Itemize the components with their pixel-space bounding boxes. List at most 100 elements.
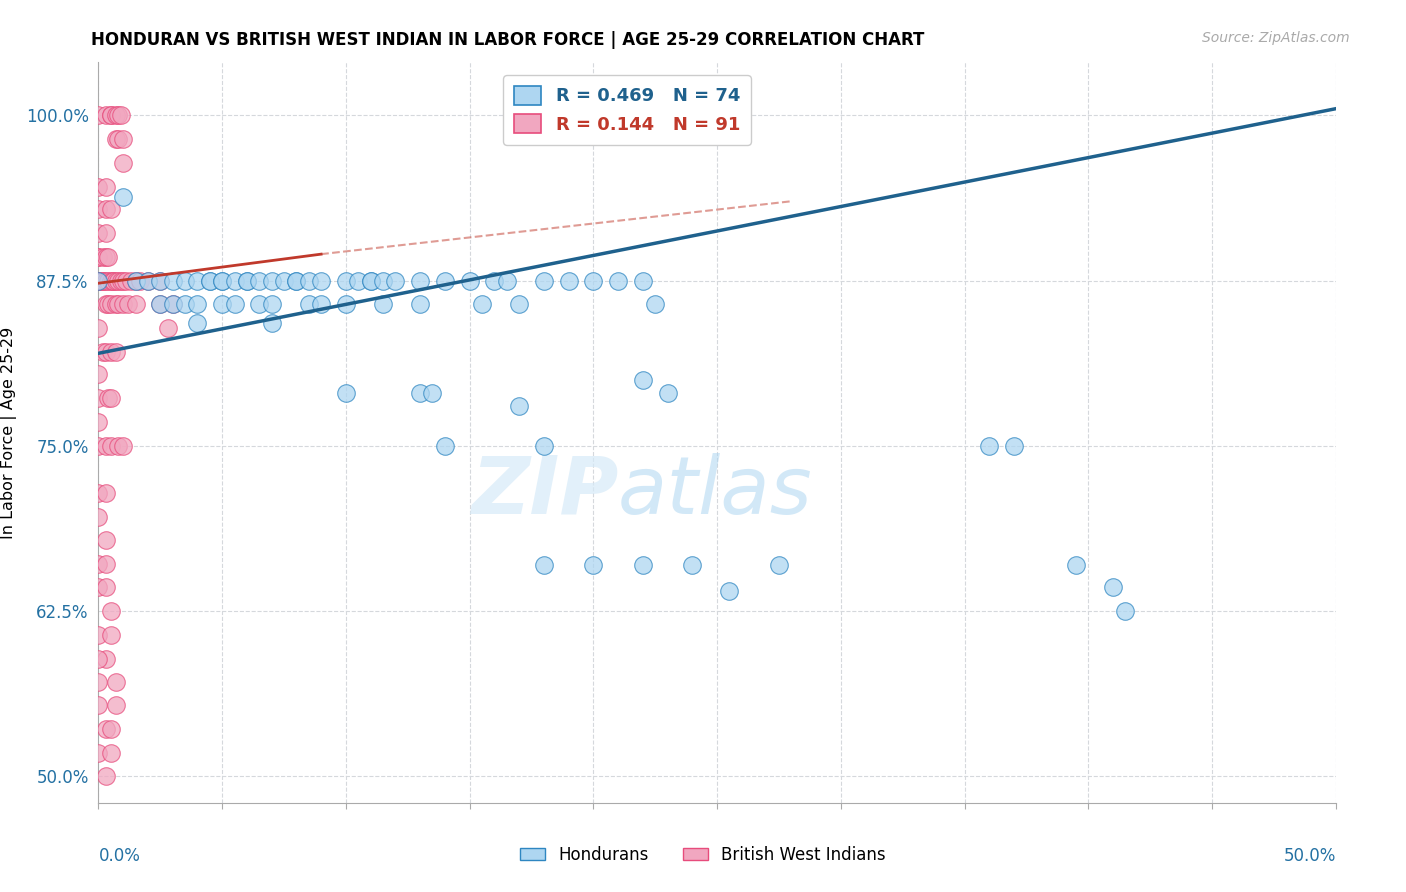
Text: 50.0%: 50.0%	[1284, 847, 1336, 865]
Legend: R = 0.469   N = 74, R = 0.144   N = 91: R = 0.469 N = 74, R = 0.144 N = 91	[503, 75, 751, 145]
Point	[631, 558, 654, 572]
Point	[533, 439, 555, 453]
Point	[94, 108, 117, 122]
Point	[409, 297, 432, 311]
Point	[104, 345, 127, 359]
Point	[247, 297, 270, 311]
Point	[87, 250, 110, 264]
Point	[211, 274, 233, 288]
Point	[335, 274, 357, 288]
Point	[768, 558, 790, 572]
Point	[87, 368, 110, 382]
Point	[112, 156, 135, 170]
Point	[162, 274, 184, 288]
Point	[94, 274, 117, 288]
Point	[495, 274, 517, 288]
Point	[112, 439, 135, 453]
Point	[224, 274, 246, 288]
Point	[94, 651, 117, 665]
Point	[93, 345, 115, 359]
Point	[260, 316, 283, 330]
Point	[87, 274, 110, 288]
Point	[979, 439, 1001, 453]
Point	[718, 584, 741, 599]
Point	[433, 274, 456, 288]
Point	[508, 297, 530, 311]
Point	[93, 274, 115, 288]
Point	[360, 274, 382, 288]
Point	[100, 391, 122, 405]
Point	[335, 297, 357, 311]
Point	[156, 321, 179, 335]
Point	[94, 533, 117, 547]
Point	[162, 297, 184, 311]
Point	[129, 274, 152, 288]
Point	[107, 439, 129, 453]
Point	[309, 274, 332, 288]
Point	[104, 132, 127, 146]
Point	[136, 274, 159, 288]
Point	[100, 108, 122, 122]
Point	[87, 675, 110, 690]
Point	[87, 274, 110, 288]
Point	[631, 373, 654, 387]
Text: HONDURAN VS BRITISH WEST INDIAN IN LABOR FORCE | AGE 25-29 CORRELATION CHART: HONDURAN VS BRITISH WEST INDIAN IN LABOR…	[91, 31, 925, 49]
Point	[97, 391, 120, 405]
Point	[94, 486, 117, 500]
Legend: Hondurans, British West Indians: Hondurans, British West Indians	[513, 839, 893, 871]
Point	[224, 297, 246, 311]
Point	[360, 274, 382, 288]
Text: atlas: atlas	[619, 453, 813, 531]
Point	[87, 274, 110, 288]
Point	[198, 274, 221, 288]
Point	[285, 274, 308, 288]
Point	[87, 510, 110, 524]
Point	[371, 274, 394, 288]
Point	[198, 274, 221, 288]
Point	[87, 651, 110, 665]
Point	[87, 746, 110, 760]
Point	[97, 297, 120, 311]
Point	[103, 274, 125, 288]
Point	[94, 769, 117, 783]
Point	[582, 558, 605, 572]
Point	[186, 316, 208, 330]
Point	[1114, 604, 1136, 618]
Point	[533, 558, 555, 572]
Point	[100, 604, 122, 618]
Point	[112, 297, 135, 311]
Point	[87, 439, 110, 453]
Point	[211, 274, 233, 288]
Point	[117, 297, 139, 311]
Point	[657, 386, 679, 401]
Point	[87, 415, 110, 429]
Point	[87, 557, 110, 571]
Point	[211, 297, 233, 311]
Point	[124, 274, 146, 288]
Point	[260, 297, 283, 311]
Point	[87, 226, 110, 240]
Point	[533, 274, 555, 288]
Point	[87, 108, 110, 122]
Point	[87, 628, 110, 642]
Point	[104, 274, 127, 288]
Point	[644, 297, 666, 311]
Point	[87, 274, 110, 288]
Point	[87, 486, 110, 500]
Point	[94, 345, 117, 359]
Point	[94, 580, 117, 594]
Point	[100, 746, 122, 760]
Point	[484, 274, 506, 288]
Point	[285, 274, 308, 288]
Y-axis label: In Labor Force | Age 25-29: In Labor Force | Age 25-29	[1, 326, 17, 539]
Point	[309, 297, 332, 311]
Point	[100, 628, 122, 642]
Point	[371, 297, 394, 311]
Point	[100, 297, 122, 311]
Point	[149, 297, 172, 311]
Point	[162, 297, 184, 311]
Point	[94, 250, 117, 264]
Point	[149, 274, 172, 288]
Point	[136, 274, 159, 288]
Text: Source: ZipAtlas.com: Source: ZipAtlas.com	[1202, 31, 1350, 45]
